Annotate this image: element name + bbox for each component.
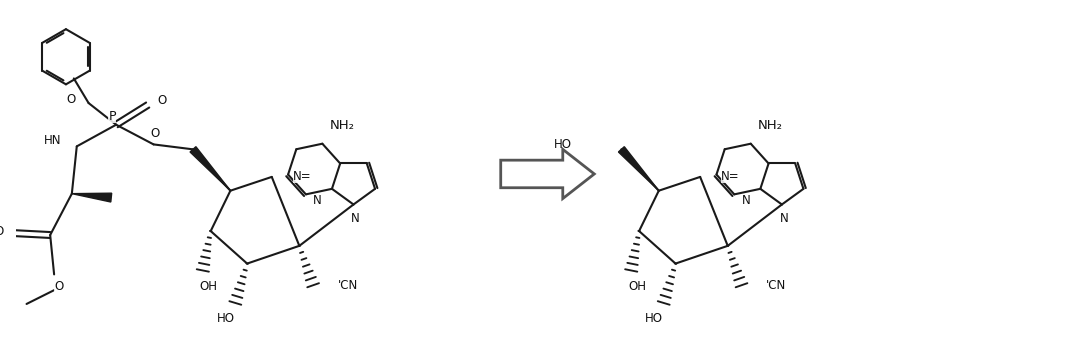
Text: NH₂: NH₂	[329, 119, 354, 132]
Text: O: O	[158, 94, 167, 107]
Text: 'CN: 'CN	[338, 279, 357, 292]
Polygon shape	[619, 147, 659, 191]
Text: N: N	[780, 212, 788, 225]
Polygon shape	[501, 149, 594, 199]
Text: O: O	[54, 280, 64, 293]
Text: P: P	[108, 110, 116, 123]
Polygon shape	[72, 193, 111, 202]
Text: N: N	[742, 194, 751, 207]
Text: HO: HO	[554, 138, 572, 151]
Text: O: O	[66, 93, 76, 106]
Text: NH₂: NH₂	[758, 119, 783, 132]
Text: N: N	[313, 194, 322, 207]
Text: N=: N=	[293, 170, 311, 183]
Text: HO: HO	[216, 312, 234, 325]
Text: O: O	[0, 225, 3, 238]
Text: OH: OH	[200, 280, 218, 293]
Polygon shape	[190, 147, 230, 191]
Text: O: O	[150, 127, 159, 140]
Text: OH: OH	[629, 280, 646, 293]
Text: N: N	[351, 212, 360, 225]
Text: 'CN: 'CN	[766, 279, 786, 292]
Text: HN: HN	[43, 134, 60, 147]
Text: HO: HO	[645, 312, 663, 325]
Text: N=: N=	[721, 170, 740, 183]
